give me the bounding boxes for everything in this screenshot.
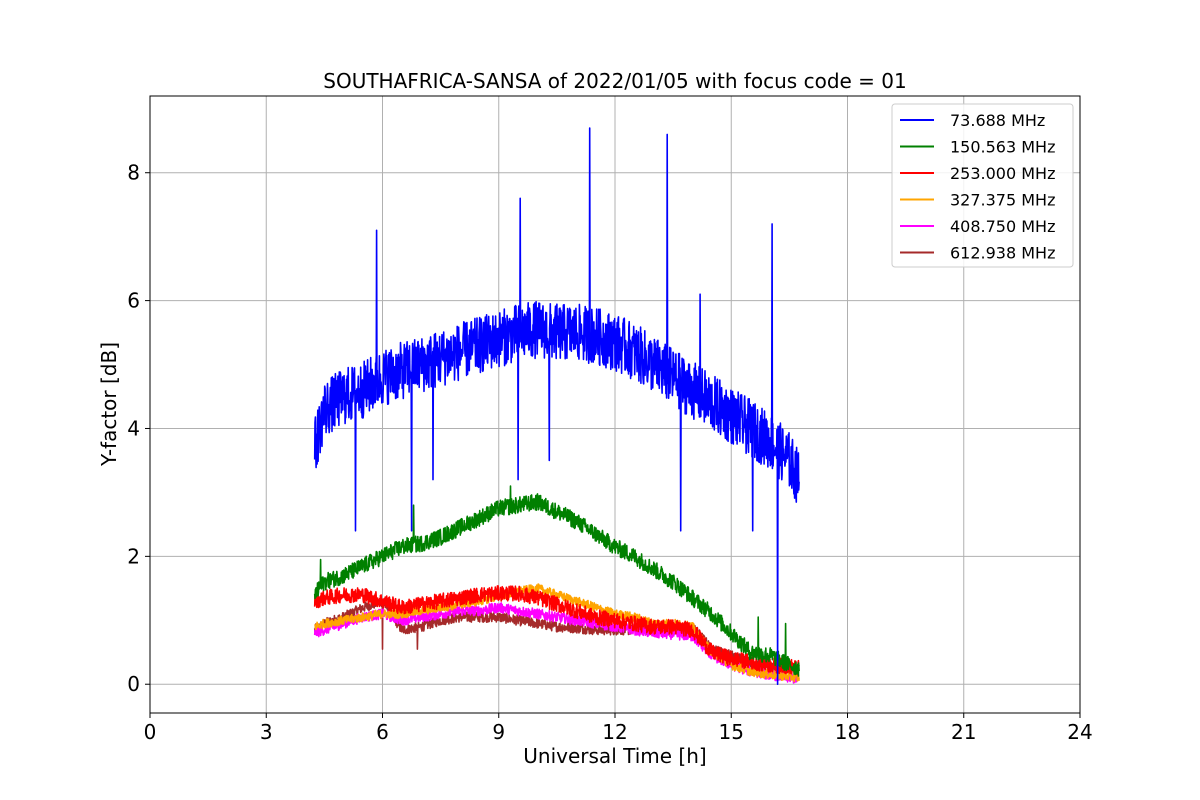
legend-label: 327.375 MHz xyxy=(950,191,1055,210)
x-tick-label: 0 xyxy=(144,720,157,744)
legend-label: 253.000 MHz xyxy=(950,164,1055,183)
y-tick-label: 4 xyxy=(127,416,140,440)
x-tick-label: 9 xyxy=(492,720,505,744)
y-tick-label: 6 xyxy=(127,289,140,313)
series-line xyxy=(313,585,800,675)
y-tick-label: 0 xyxy=(127,672,140,696)
x-axis: 0 3 6 9 12 15 18 21 24 xyxy=(144,713,1093,744)
y-tick-label: 2 xyxy=(127,544,140,568)
x-tick-label: 12 xyxy=(602,720,627,744)
legend: 73.688 MHz 150.563 MHz 253.000 MHz 327.375 … xyxy=(891,103,1074,268)
x-tick-label: 18 xyxy=(835,720,860,744)
legend-label: 612.938 MHz xyxy=(950,244,1055,263)
y-tick-label: 8 xyxy=(127,161,140,185)
x-tick-label: 24 xyxy=(1067,720,1092,744)
legend-label: 150.563 MHz xyxy=(950,138,1055,157)
x-tick-label: 21 xyxy=(951,720,976,744)
legend-label: 408.750 MHz xyxy=(950,217,1055,236)
y-axis: 0 2 4 6 8 xyxy=(127,161,150,696)
legend-label: 73.688 MHz xyxy=(950,111,1045,130)
series-line xyxy=(313,485,800,677)
plot-area xyxy=(313,127,800,685)
legend-box xyxy=(891,103,1074,268)
x-tick-label: 3 xyxy=(260,720,273,744)
y-axis-label: Y-factor [dB] xyxy=(97,342,121,467)
x-tick-label: 15 xyxy=(719,720,744,744)
x-tick-label: 6 xyxy=(376,720,389,744)
series-line xyxy=(313,127,800,685)
chart-title: SOUTHAFRICA-SANSA of 2022/01/05 with foc… xyxy=(323,69,907,93)
x-axis-label: Universal Time [h] xyxy=(523,744,706,768)
